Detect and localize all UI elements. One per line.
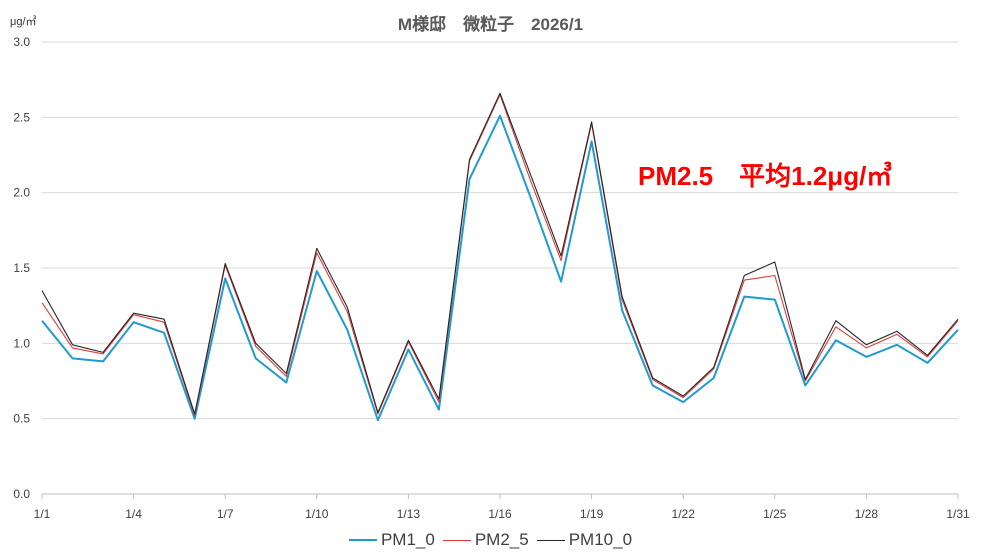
x-tick-label: 1/13 [397, 507, 421, 521]
series-line-pm1-0 [41, 114, 959, 422]
y-tick-label: 0.0 [13, 487, 30, 501]
legend-item: PM2_5 [442, 530, 529, 550]
x-tick-label: 1/19 [580, 507, 604, 521]
series-line-pm10-0 [41, 92, 959, 415]
y-tick-label: 1.5 [13, 261, 30, 275]
x-tick-label: 1/31 [946, 507, 970, 521]
y-tick-label: 1.0 [13, 336, 30, 350]
y-tick-label: 0.5 [13, 412, 30, 426]
legend-swatch [536, 539, 565, 541]
x-tick-label: 1/16 [488, 507, 512, 521]
legend-label: PM10_0 [568, 530, 633, 549]
legend-label: PM2_5 [474, 530, 529, 549]
y-tick-label: 3.0 [13, 35, 30, 49]
x-tick-label: 1/1 [34, 507, 51, 521]
legend-swatch [442, 539, 471, 541]
x-tick-label: 1/4 [125, 507, 142, 521]
legend-label: PM1_0 [380, 530, 435, 549]
x-tick-label: 1/25 [763, 507, 787, 521]
legend-item: PM1_0 [348, 530, 435, 550]
x-tick-label: 1/22 [672, 507, 696, 521]
legend-item: PM10_0 [536, 530, 633, 550]
x-tick-label: 1/28 [855, 507, 879, 521]
average-annotation: PM2.5 平均1.2μg/㎥ [638, 161, 893, 191]
chart-legend: PM1_0 PM2_5 PM10_0 [0, 530, 981, 550]
chart-title: M様邸 微粒子 2026/1 [397, 15, 584, 34]
x-tick-label: 1/10 [305, 507, 329, 521]
y-tick-label: 2.5 [13, 110, 30, 124]
y-tick-label: 2.0 [13, 186, 30, 200]
legend-swatch [348, 539, 377, 541]
y-axis-unit-label: μg/㎥ [10, 16, 37, 28]
x-tick-label: 1/7 [217, 507, 234, 521]
